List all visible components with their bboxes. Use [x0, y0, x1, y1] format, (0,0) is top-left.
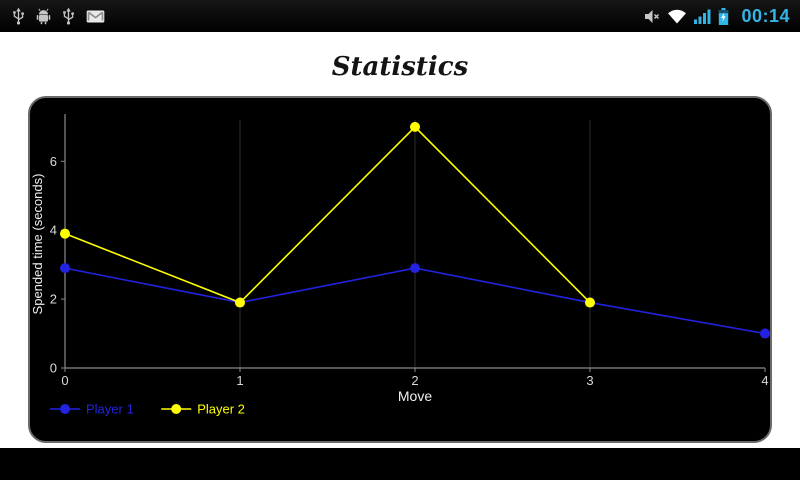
series-point-player-2	[60, 228, 70, 239]
usb-connected-icon	[62, 7, 75, 25]
legend-marker-dot-player-2	[171, 404, 182, 414]
bottom-strip	[0, 448, 800, 480]
x-tick-label: 3	[586, 373, 593, 388]
x-tick-label: 0	[61, 373, 68, 388]
series-point-player-2	[585, 297, 595, 308]
app-content: Statistics 0 1 2 3 4 0 2 4 6 Move Spended time (se…	[0, 32, 800, 448]
series-point-player-1	[60, 263, 70, 274]
page-title: Statistics	[331, 52, 469, 82]
chart-panel[interactable]: 0 1 2 3 4 0 2 4 6 Move Spended time (seconds) Playe…	[28, 96, 772, 443]
x-tick-label: 2	[411, 373, 418, 388]
x-tick-label: 4	[761, 373, 768, 388]
status-bar[interactable]: 00:14	[0, 0, 800, 32]
signal-strength-icon	[694, 9, 711, 24]
x-tick-label: 1	[236, 373, 243, 388]
wifi-icon	[667, 9, 687, 24]
x-axis-label: Move	[398, 388, 432, 404]
status-bar-clock: 00:14	[741, 5, 790, 26]
series-line-player-2	[64, 125, 591, 304]
android-debug-icon	[36, 8, 51, 25]
y-tick-label: 0	[50, 361, 57, 376]
y-tick-label: 6	[50, 154, 57, 169]
legend-label-player-1: Player 1	[86, 402, 134, 417]
legend-label-player-2: Player 2	[197, 402, 245, 417]
y-tick-label: 4	[50, 223, 57, 238]
y-tick-label: 2	[50, 292, 57, 307]
line-chart[interactable]: 0 1 2 3 4 0 2 4 6 Move Spended time (seconds) Playe…	[30, 98, 770, 441]
status-bar-notification-icons	[12, 7, 105, 25]
y-axis-label: Spended time (seconds)	[30, 174, 45, 315]
legend-marker-dot-player-1	[60, 404, 70, 414]
series-point-player-1	[760, 328, 770, 339]
series-point-player-1	[410, 263, 420, 274]
series-point-player-2	[410, 121, 420, 132]
usb-connected-icon	[12, 7, 25, 25]
gmail-icon	[86, 9, 105, 23]
series-point-player-2	[235, 297, 245, 308]
status-bar-system-icons: 00:14	[644, 6, 790, 27]
battery-charging-icon	[718, 7, 729, 25]
silent-mode-icon	[644, 9, 660, 24]
